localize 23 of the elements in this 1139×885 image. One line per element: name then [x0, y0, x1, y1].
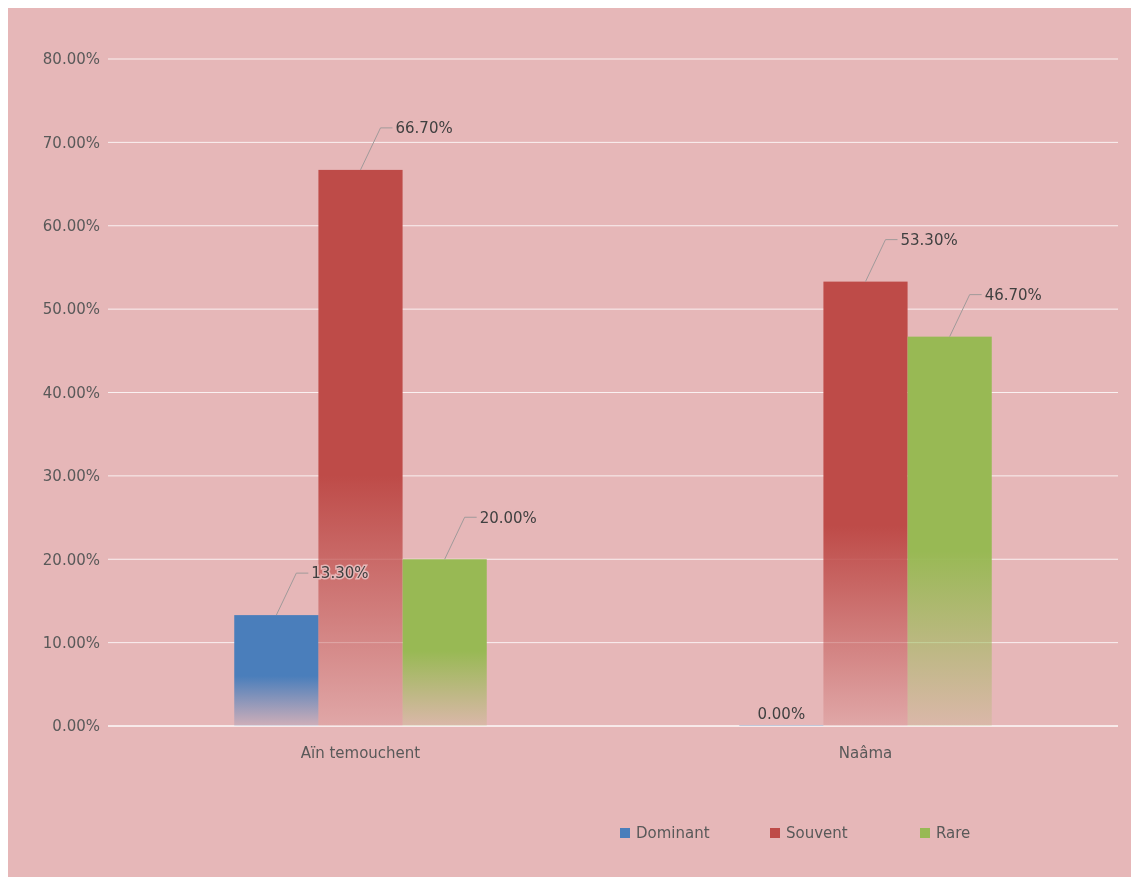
data-label: 66.70%: [395, 119, 453, 138]
data-label: 13.30%: [311, 564, 369, 583]
y-tick-label: 70.00%: [42, 133, 100, 152]
y-tick-label: 50.00%: [42, 300, 100, 319]
data-label: 46.70%: [984, 285, 1042, 304]
y-tick-label: 30.00%: [42, 467, 100, 486]
y-tick-label: 40.00%: [42, 383, 100, 402]
legend-label: Dominant: [636, 824, 710, 843]
data-label: 0.00%: [757, 705, 806, 724]
bar: [402, 559, 487, 726]
y-tick-label: 60.00%: [42, 217, 100, 235]
legend-label: Rare: [936, 824, 971, 843]
x-tick-label: Naâma: [838, 744, 893, 762]
x-tick-label: Aïn temouchent: [300, 744, 421, 762]
y-tick-label: 80.00%: [42, 50, 100, 69]
y-tick-label: 0.00%: [52, 717, 100, 736]
data-label: 53.30%: [900, 230, 958, 249]
bar: [823, 281, 908, 726]
y-tick-label: 20.00%: [42, 550, 100, 569]
legend-label: Souvent: [786, 824, 848, 843]
data-label: 20.00%: [479, 508, 537, 527]
y-tick-label: 10.00%: [42, 633, 100, 652]
bar: [907, 336, 992, 726]
